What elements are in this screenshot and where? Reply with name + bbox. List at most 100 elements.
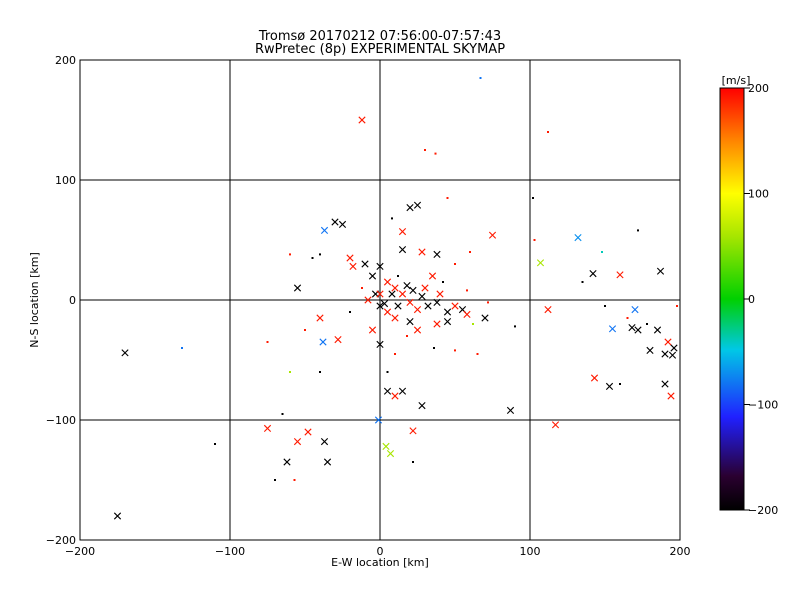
data-point-dot	[442, 281, 444, 283]
data-point-x	[418, 248, 426, 256]
data-point-x	[656, 267, 665, 275]
data-point-x	[443, 308, 452, 316]
data-point-x	[364, 296, 372, 304]
data-point-x	[398, 228, 407, 236]
data-point-x	[590, 374, 599, 382]
data-point-x	[293, 438, 302, 446]
data-point-dot	[454, 349, 456, 352]
data-point-dot	[289, 253, 291, 256]
grid-lines	[80, 60, 680, 540]
data-point-x	[388, 290, 396, 298]
data-point-x	[380, 300, 389, 308]
data-point-x	[358, 116, 366, 124]
data-point-x	[634, 326, 642, 334]
data-point-x	[121, 349, 129, 357]
data-point-dot	[446, 197, 449, 199]
colorbar-tick-label: 100	[748, 188, 769, 201]
x-tick-label: −200	[65, 545, 95, 558]
data-point-x	[391, 392, 399, 400]
data-point-dot	[424, 149, 426, 151]
data-point-x	[319, 338, 327, 346]
data-point-dot	[391, 217, 393, 220]
data-point-x	[403, 282, 411, 290]
data-point-dot	[581, 281, 584, 283]
data-point-dot	[547, 131, 549, 133]
data-point-dot	[637, 229, 639, 232]
data-point-x	[605, 382, 614, 390]
data-point-dot	[433, 347, 435, 349]
data-point-x	[376, 262, 384, 270]
data-point-x	[668, 351, 677, 359]
data-point-dot	[532, 197, 534, 199]
data-point-dot	[412, 461, 414, 463]
data-point-x	[346, 254, 354, 262]
data-point-x	[443, 318, 452, 326]
data-point-dot	[214, 443, 216, 445]
data-point-dot	[472, 323, 474, 325]
x-tick-label: 0	[377, 545, 384, 558]
colorbar-tick-label: −100	[748, 399, 778, 412]
data-point-x	[424, 302, 432, 310]
data-point-x	[386, 450, 395, 458]
x-tick-label: −100	[215, 545, 245, 558]
data-point-dot	[319, 371, 321, 373]
data-point-dot	[533, 239, 536, 241]
data-point-x	[391, 284, 399, 292]
data-point-dot	[311, 257, 314, 259]
y-tick-label: −200	[46, 534, 76, 547]
data-point-x	[433, 320, 441, 328]
data-point-x	[664, 338, 672, 346]
data-point-x	[113, 512, 122, 520]
data-point-x	[382, 442, 390, 450]
data-point-dot	[293, 479, 296, 481]
y-tick-label: 200	[55, 54, 76, 67]
x-axis-label: E-W location [km]	[331, 556, 429, 569]
data-point-x	[398, 246, 407, 254]
colorbar-tick-label: 0	[748, 293, 755, 306]
data-points	[113, 77, 678, 520]
data-point-x	[481, 314, 489, 322]
data-point-dot	[454, 263, 456, 265]
data-point-x	[398, 387, 407, 395]
data-point-x	[488, 231, 497, 239]
data-point-x	[293, 284, 302, 292]
data-point-x	[506, 406, 515, 414]
data-point-x	[406, 318, 414, 326]
data-point-x	[536, 259, 545, 267]
data-point-dot	[386, 371, 389, 373]
data-point-dot	[626, 317, 629, 319]
data-point-x	[263, 424, 272, 432]
data-point-x	[433, 250, 441, 258]
data-point-x	[406, 204, 414, 212]
data-point-x	[376, 302, 384, 310]
data-point-dot	[487, 301, 489, 304]
data-point-x	[283, 458, 291, 466]
data-point-x	[551, 421, 560, 429]
data-point-x	[349, 262, 357, 270]
data-point-dot	[181, 347, 183, 349]
data-point-x	[323, 458, 332, 466]
data-point-x	[406, 298, 414, 306]
colorbar-tick-label: 200	[748, 82, 769, 95]
data-point-x	[670, 344, 678, 352]
data-point-x	[320, 226, 329, 234]
data-point-x	[409, 286, 417, 294]
data-point-x	[320, 438, 329, 446]
data-point-x	[334, 336, 342, 344]
data-point-dot	[349, 311, 351, 313]
data-point-x	[631, 306, 639, 314]
data-point-x	[409, 427, 417, 435]
chart-subtitle: RwPretec (8p) EXPERIMENTAL SKYMAP	[255, 42, 505, 57]
data-point-x	[451, 302, 459, 310]
data-point-x	[589, 270, 597, 278]
data-point-x	[653, 326, 662, 334]
y-axis-label: N-S location [km]	[28, 252, 41, 348]
data-point-dot	[476, 353, 479, 355]
data-point-x	[383, 387, 392, 395]
data-point-dot	[266, 341, 269, 343]
data-point-x	[418, 292, 426, 300]
data-point-dot	[466, 289, 468, 292]
data-point-x	[376, 340, 384, 348]
data-point-dot	[319, 253, 321, 256]
data-point-x	[661, 350, 669, 358]
